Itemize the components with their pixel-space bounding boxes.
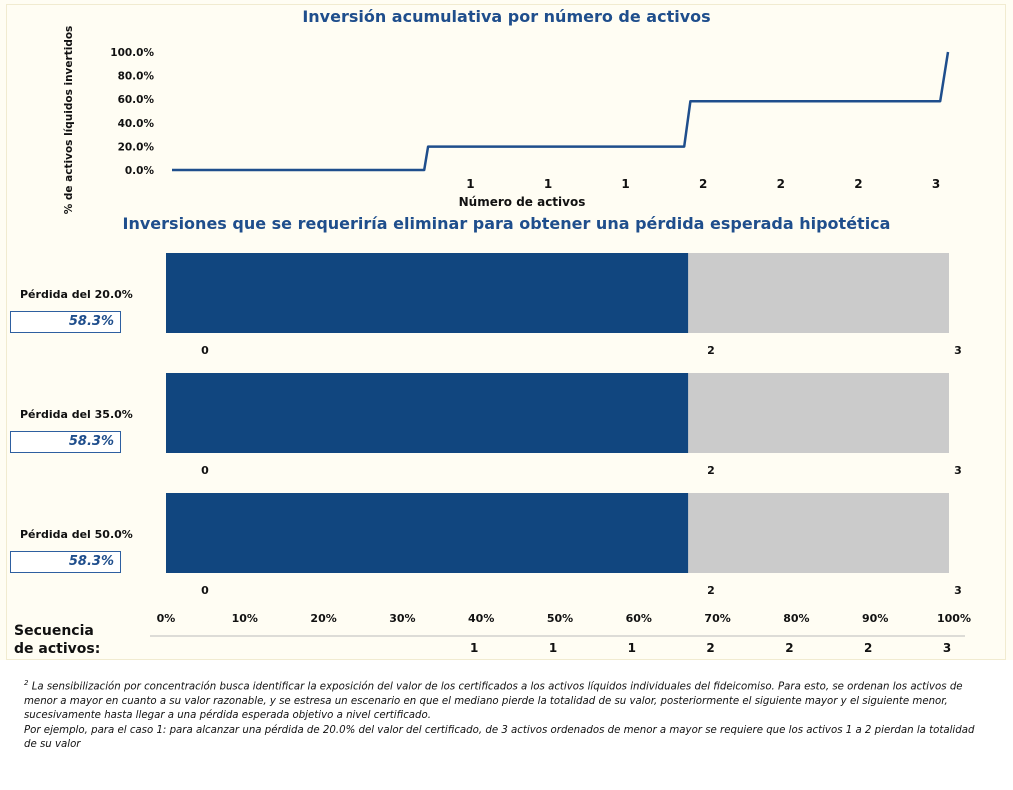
- y-tick-label: 100.0%: [110, 47, 154, 59]
- sequence-tick-label: 2: [785, 641, 793, 655]
- y-tick-label: 60.0%: [118, 94, 155, 106]
- loss-label: Pérdida del 50.0%: [20, 528, 133, 541]
- bar-tick-label: 2: [707, 584, 715, 597]
- x-tick-label: 1: [544, 177, 552, 191]
- x-tick-label: 80%: [783, 612, 809, 625]
- bar-tick-label: 2: [707, 464, 715, 477]
- y-tick-label: 80.0%: [118, 71, 155, 83]
- sequence-tick-label: 2: [864, 641, 872, 655]
- chart-panel-border: [6, 4, 1006, 660]
- x-tick-label: 3: [932, 177, 940, 191]
- bar-tick-label: 0: [201, 584, 209, 597]
- x-tick-label: 1: [466, 177, 474, 191]
- sequence-tick-label: 2: [706, 641, 714, 655]
- x-tick-label: 70%: [704, 612, 730, 625]
- x-tick-label: 90%: [862, 612, 888, 625]
- line-chart-title: Inversión acumulativa por número de acti…: [302, 7, 711, 26]
- y-tick-label: 0.0%: [125, 165, 155, 177]
- x-tick-label: 30%: [389, 612, 415, 625]
- sequence-tick-label: 1: [470, 641, 478, 655]
- loss-label: Pérdida del 20.0%: [20, 288, 133, 301]
- y-axis-label: % de activos líquidos invertidos: [63, 26, 75, 215]
- percentage-box: 58.3%: [10, 431, 121, 453]
- loss-label: Pérdida del 35.0%: [20, 408, 133, 421]
- x-tick-label: 1: [621, 177, 629, 191]
- x-tick-label: 20%: [310, 612, 336, 625]
- x-tick-label: 2: [699, 177, 707, 191]
- sequence-label-line2: de activos:: [14, 641, 101, 657]
- x-tick-label: 2: [777, 177, 785, 191]
- footnote-line1: 2 La sensibilización por concentración b…: [24, 679, 963, 722]
- bar-remaining: [688, 373, 949, 453]
- x-tick-label: 0%: [157, 612, 176, 625]
- footnote: 2 La sensibilización por concentración b…: [24, 676, 984, 752]
- bar-tick-label: 3: [954, 464, 962, 477]
- bar-remaining: [688, 253, 949, 333]
- bar-tick-label: 3: [954, 344, 962, 357]
- x-tick-label: 60%: [626, 612, 652, 625]
- x-tick-label: 10%: [232, 612, 258, 625]
- bar-tick-label: 2: [707, 344, 715, 357]
- footnote-line2: Por ejemplo, para el caso 1: para alcanz…: [24, 724, 975, 751]
- bar-chart: 0 2 3 0 2 3 0 2 3 0% 10% 20% 30% 40% 50% 60% 70% 80% 90% 1…: [150, 253, 971, 655]
- x-tick-label: 2: [854, 177, 862, 191]
- sequence-tick-label: 1: [549, 641, 557, 655]
- y-tick-label: 20.0%: [118, 141, 155, 153]
- x-tick-label: 50%: [547, 612, 573, 625]
- bar-chart-title: Inversiones que se requeriría eliminar p…: [122, 214, 891, 233]
- sequence-tick-label: 3: [943, 641, 951, 655]
- percentage-box: 58.3%: [10, 311, 121, 333]
- series-line: [172, 51, 950, 172]
- sequence-label-line1: Secuencia: [14, 623, 94, 639]
- bar-filled: [166, 253, 689, 333]
- y-tick-label: 40.0%: [118, 118, 155, 130]
- bar-filled: [166, 493, 689, 573]
- bar-remaining: [688, 493, 949, 573]
- x-tick-label: 100%: [937, 612, 971, 625]
- sequence-label: Secuencia de activos:: [14, 622, 100, 658]
- line-chart: 100.0% 80.0% 60.0% 40.0% 20.0% 0.0% 1 1 1 2 2 2 3 %…: [63, 26, 950, 215]
- percentage-box: 58.3%: [10, 551, 121, 573]
- bar-filled: [166, 373, 689, 453]
- sequence-tick-label: 1: [628, 641, 636, 655]
- x-tick-label: 40%: [468, 612, 494, 625]
- x-axis-label: Número de activos: [459, 195, 586, 209]
- bar-tick-label: 0: [201, 464, 209, 477]
- bar-tick-label: 3: [954, 584, 962, 597]
- footnote-marker: 2: [24, 679, 29, 687]
- bar-tick-label: 0: [201, 344, 209, 357]
